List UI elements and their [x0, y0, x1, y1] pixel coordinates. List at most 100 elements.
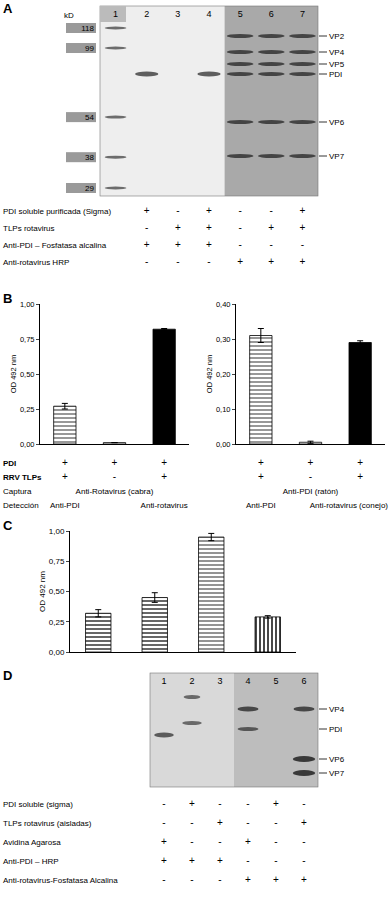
svg-text:VP2: VP2: [329, 32, 345, 41]
svg-text:+: +: [112, 457, 118, 468]
svg-text:1: 1: [161, 676, 166, 686]
svg-text:-: -: [270, 239, 273, 250]
svg-text:-: -: [238, 239, 241, 250]
svg-text:-: -: [113, 471, 116, 482]
svg-text:-: -: [301, 239, 304, 250]
svg-text:4: 4: [206, 9, 211, 19]
svg-text:7: 7: [300, 9, 305, 19]
svg-text:+: +: [268, 256, 274, 267]
svg-text:0,75: 0,75: [49, 557, 65, 566]
svg-text:0,00: 0,00: [49, 648, 65, 657]
svg-text:+: +: [273, 798, 279, 809]
svg-text:+: +: [357, 471, 363, 482]
svg-text:OD 492 nm: OD 492 nm: [9, 355, 18, 393]
svg-text:-: -: [218, 874, 221, 885]
svg-text:+: +: [217, 855, 223, 866]
svg-text:kD: kD: [64, 11, 74, 20]
svg-text:TLPs rotavirus: TLPs rotavirus: [3, 224, 55, 233]
svg-text:+: +: [301, 817, 307, 828]
svg-text:+: +: [217, 817, 223, 828]
svg-text:0,50: 0,50: [20, 370, 35, 379]
svg-text:0,00: 0,00: [216, 440, 231, 449]
svg-text:0,75: 0,75: [20, 335, 35, 344]
svg-text:TLPs rotavirus (aisladas): TLPs rotavirus (aisladas): [3, 819, 92, 828]
svg-text:-: -: [145, 256, 148, 267]
svg-text:-: -: [190, 836, 193, 847]
svg-text:+: +: [245, 874, 251, 885]
svg-text:-: -: [274, 817, 277, 828]
svg-text:+: +: [175, 239, 181, 250]
svg-text:+: +: [300, 205, 306, 216]
svg-text:Anti-PDI: Anti-PDI: [246, 501, 276, 510]
svg-text:54: 54: [85, 113, 94, 122]
svg-text:38: 38: [85, 153, 94, 162]
svg-text:3: 3: [175, 9, 180, 19]
svg-text:-: -: [302, 836, 305, 847]
svg-text:+: +: [300, 256, 306, 267]
svg-text:Anti-rotavirus HRP: Anti-rotavirus HRP: [3, 258, 69, 267]
svg-text:-: -: [162, 798, 165, 809]
svg-text:1: 1: [113, 9, 118, 19]
svg-text:-: -: [207, 256, 210, 267]
svg-text:0,30: 0,30: [216, 335, 231, 344]
svg-text:PDI: PDI: [329, 725, 342, 734]
svg-text:Avidina Agarosa: Avidina Agarosa: [3, 838, 61, 847]
svg-text:0,40: 0,40: [216, 300, 231, 309]
svg-text:Anti-PDI – Fosfatasa alcalina: Anti-PDI – Fosfatasa alcalina: [3, 241, 107, 250]
svg-text:+: +: [189, 855, 195, 866]
svg-text:+: +: [237, 256, 243, 267]
svg-text:PDI: PDI: [3, 459, 16, 468]
svg-text:+: +: [161, 836, 167, 847]
svg-text:Anti-Rotavirus (cabra): Anti-Rotavirus (cabra): [76, 487, 154, 496]
svg-text:VP7: VP7: [329, 769, 345, 778]
svg-text:-: -: [274, 855, 277, 866]
svg-text:3: 3: [217, 676, 222, 686]
svg-text:+: +: [258, 457, 264, 468]
svg-text:+: +: [161, 471, 167, 482]
svg-text:+: +: [62, 457, 68, 468]
svg-text:-: -: [238, 205, 241, 216]
svg-text:PDI soluble purificada (Sigma): PDI soluble purificada (Sigma): [3, 207, 111, 216]
svg-text:+: +: [268, 222, 274, 233]
svg-text:6: 6: [269, 9, 274, 19]
svg-text:+: +: [300, 222, 306, 233]
svg-text:+: +: [62, 471, 68, 482]
svg-text:-: -: [190, 817, 193, 828]
svg-text:+: +: [206, 239, 212, 250]
svg-text:+: +: [161, 457, 167, 468]
svg-text:-: -: [246, 855, 249, 866]
svg-text:Detección: Detección: [3, 501, 39, 510]
svg-text:1,00: 1,00: [49, 527, 65, 536]
svg-text:-: -: [218, 836, 221, 847]
svg-text:-: -: [309, 471, 312, 482]
svg-text:-: -: [176, 205, 179, 216]
svg-text:0,25: 0,25: [20, 405, 35, 414]
svg-text:-: -: [145, 222, 148, 233]
svg-text:+: +: [144, 239, 150, 250]
svg-text:-: -: [302, 798, 305, 809]
svg-text:+: +: [308, 457, 314, 468]
svg-text:+: +: [301, 874, 307, 885]
svg-text:Anti-PDI (ratón): Anti-PDI (ratón): [283, 487, 339, 496]
svg-text:5: 5: [238, 9, 243, 19]
svg-text:VP6: VP6: [329, 118, 345, 127]
svg-text:99: 99: [85, 44, 94, 53]
svg-text:5: 5: [273, 676, 278, 686]
svg-text:29: 29: [85, 184, 94, 193]
svg-text:1,00: 1,00: [20, 300, 35, 309]
svg-text:VP6: VP6: [329, 755, 345, 764]
svg-text:+: +: [206, 222, 212, 233]
svg-text:-: -: [270, 205, 273, 216]
svg-text:VP4: VP4: [329, 705, 345, 714]
svg-text:0,10: 0,10: [216, 405, 231, 414]
svg-text:+: +: [273, 874, 279, 885]
svg-text:-: -: [246, 817, 249, 828]
svg-text:4: 4: [245, 676, 250, 686]
svg-text:6: 6: [301, 676, 306, 686]
svg-text:+: +: [357, 457, 363, 468]
svg-text:2: 2: [189, 676, 194, 686]
svg-text:+: +: [175, 222, 181, 233]
svg-text:-: -: [190, 874, 193, 885]
svg-text:Anti-rotavirus-Fosfatasa Alcal: Anti-rotavirus-Fosfatasa Alcalina: [3, 876, 118, 885]
svg-text:Anti-PDI – HRP: Anti-PDI – HRP: [3, 857, 59, 866]
